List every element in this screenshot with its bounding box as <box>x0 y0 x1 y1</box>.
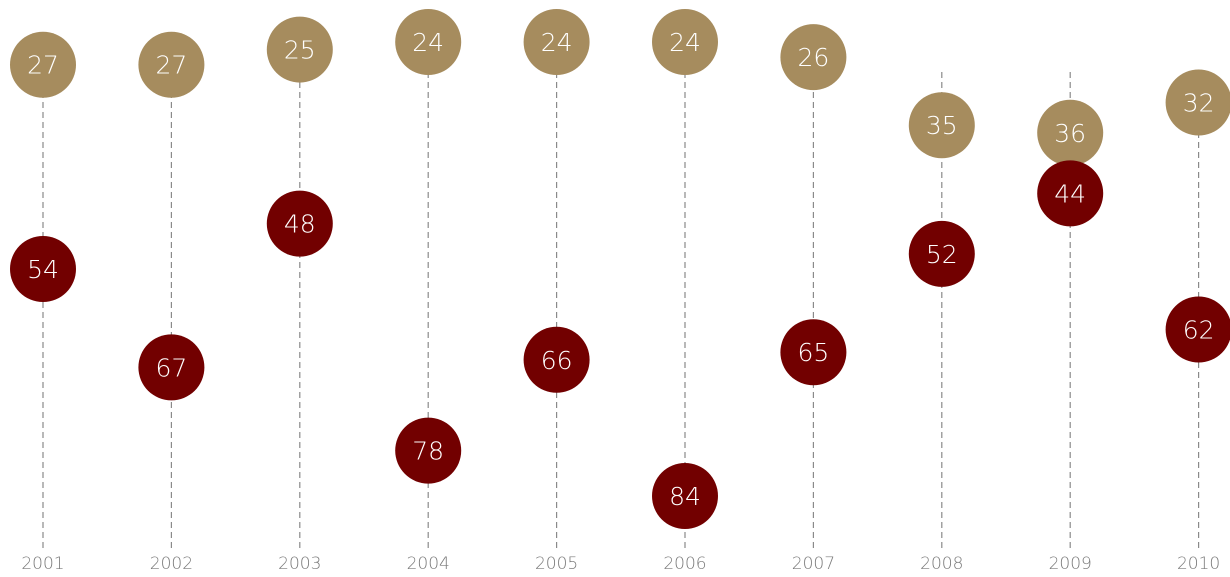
x-tick-label-2005: 2005 <box>535 554 578 574</box>
data-point-s2-2003 <box>266 190 333 257</box>
data-label-s1-2006: 24 <box>669 28 701 57</box>
stem-lines <box>42 72 1200 548</box>
data-label-s2-2010: 62 <box>1183 316 1215 345</box>
data-point-s2-2002 <box>138 334 205 401</box>
data-points: 27 27 25 24 24 24 26 35 36 32 54 67 48 78 66 84 65 52 44 62 <box>10 9 1230 529</box>
data-point-s1-2005 <box>523 9 590 75</box>
data-point-s2-2006 <box>652 463 718 529</box>
x-tick-label-2008: 2008 <box>920 554 963 574</box>
data-label-s1-2003: 25 <box>284 36 316 65</box>
x-tick-label-2004: 2004 <box>407 554 450 574</box>
data-point-s1-2008 <box>908 92 975 159</box>
x-tick-label-2001: 2001 <box>21 554 64 574</box>
data-point-s1-2006 <box>652 9 718 75</box>
data-point-s2-2010 <box>1165 296 1230 363</box>
data-point-s2-2005 <box>523 326 590 393</box>
data-point-s1-2001 <box>10 31 76 98</box>
x-tick-label-2006: 2006 <box>663 554 706 574</box>
data-point-s2-2008 <box>908 220 975 287</box>
data-label-s2-2006: 84 <box>669 482 701 511</box>
data-point-s1-2007 <box>780 24 847 91</box>
data-label-s2-2002: 67 <box>155 353 187 382</box>
data-label-s1-2009: 36 <box>1054 119 1086 148</box>
data-label-s2-2007: 65 <box>797 338 829 367</box>
data-label-s2-2003: 48 <box>284 210 316 239</box>
x-tick-label-2003: 2003 <box>278 554 321 574</box>
data-point-s2-2004 <box>395 417 462 484</box>
data-point-s1-2004 <box>395 9 462 75</box>
data-label-s1-2008: 35 <box>926 111 958 140</box>
x-tick-label-2009: 2009 <box>1049 554 1092 574</box>
data-label-s1-2010: 32 <box>1183 89 1215 118</box>
data-label-s1-2005: 24 <box>541 28 573 57</box>
data-label-s1-2007: 26 <box>797 43 829 72</box>
data-label-s2-2008: 52 <box>926 240 958 269</box>
data-point-s2-2001 <box>10 236 76 302</box>
x-tick-label-2007: 2007 <box>792 554 835 574</box>
x-axis: 2001 2002 2003 2004 2005 2006 2007 2008 2009 2010 <box>21 554 1220 574</box>
x-tick-label-2002: 2002 <box>150 554 193 574</box>
data-label-s1-2001: 27 <box>27 51 59 80</box>
data-point-s1-2003 <box>266 16 333 83</box>
data-label-s2-2001: 54 <box>27 255 59 284</box>
data-label-s2-2005: 66 <box>541 346 573 375</box>
data-point-s2-2007 <box>780 319 847 386</box>
data-point-s2-2009 <box>1037 160 1104 227</box>
data-label-s1-2002: 27 <box>155 51 187 80</box>
data-label-s2-2009: 44 <box>1054 179 1086 208</box>
data-point-s1-2010 <box>1165 69 1230 136</box>
data-label-s2-2004: 78 <box>412 437 444 466</box>
x-tick-label-2010: 2010 <box>1177 554 1220 574</box>
data-point-s1-2002 <box>138 31 205 98</box>
data-label-s1-2004: 24 <box>412 28 444 57</box>
data-point-s1-2009 <box>1037 99 1104 166</box>
